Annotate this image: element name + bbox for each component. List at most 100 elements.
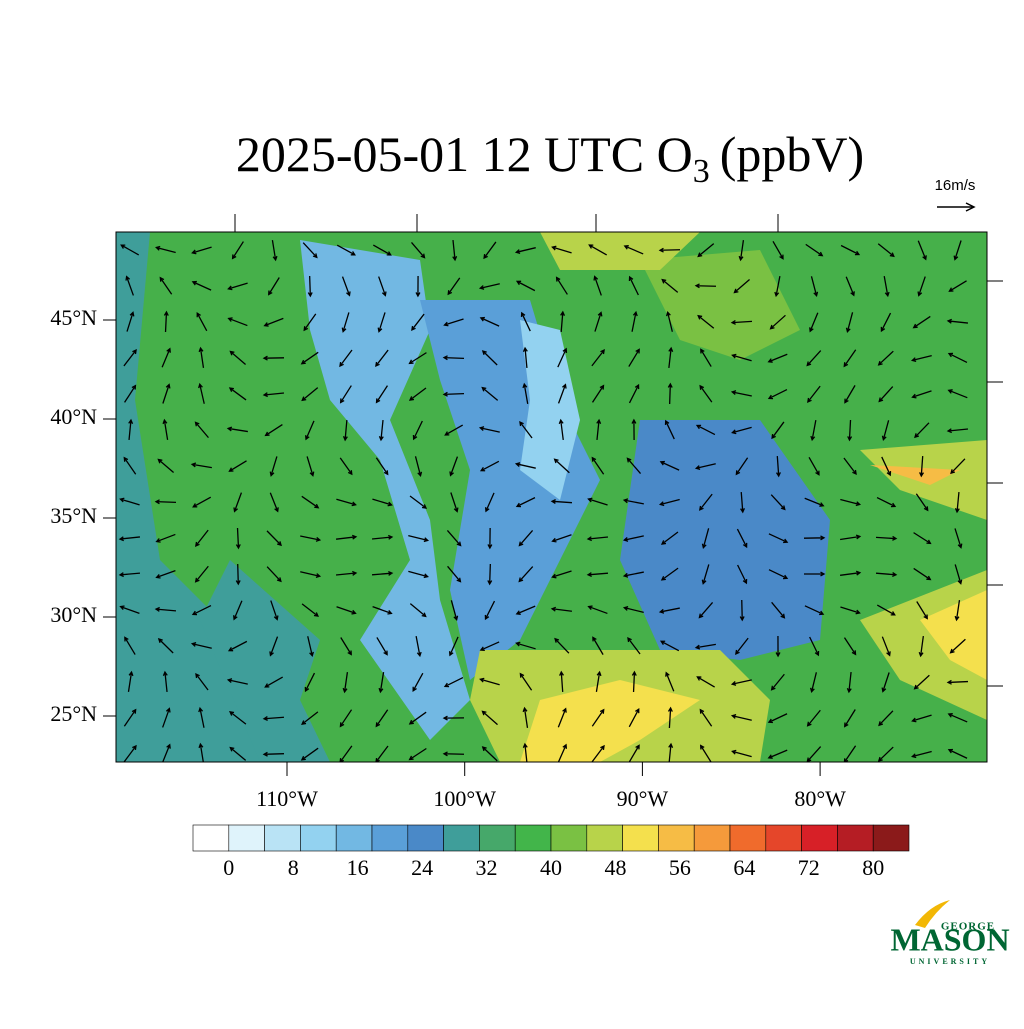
wind-arrow: [226, 426, 248, 433]
wind-arrow: [767, 388, 788, 400]
wind-arrow: [125, 275, 134, 296]
wind-arrow: [375, 709, 389, 728]
wind-arrow: [157, 638, 174, 654]
wind-arrow: [875, 535, 898, 541]
wind-arrow: [699, 744, 712, 762]
wind-arrow: [442, 391, 465, 397]
wind-arrow: [194, 565, 209, 583]
wind-arrow: [514, 247, 536, 254]
wind-arrow: [227, 317, 248, 327]
wind-arrow: [810, 276, 819, 297]
wind-arrow: [306, 456, 315, 477]
wind-arrow: [515, 280, 536, 292]
wind-arrow: [694, 283, 717, 289]
wind-arrow: [157, 458, 175, 474]
colorbar-box: [693, 824, 731, 852]
colorbar-box: [765, 824, 802, 852]
wind-arrow: [880, 312, 892, 333]
wind-arrow: [622, 535, 644, 542]
wind-arrow: [767, 353, 788, 363]
wind-arrow: [555, 276, 568, 295]
wind-arrow: [520, 311, 531, 332]
wind-arrow: [658, 498, 680, 507]
wind-arrow: [442, 751, 465, 757]
wind-arrow: [408, 747, 427, 761]
wind-arrow: [698, 493, 713, 511]
wind-arrow: [694, 463, 716, 470]
wind-arrow: [262, 392, 285, 398]
wind-arrow: [450, 492, 459, 513]
wind-arrow: [518, 566, 534, 583]
colorbar-box: [658, 824, 695, 852]
colorbar-box: [872, 824, 910, 852]
wind-arrow: [809, 672, 818, 694]
map-field: [116, 232, 987, 762]
wind-arrow: [804, 605, 825, 616]
wind-arrow: [953, 240, 962, 261]
wind-arrow: [408, 570, 429, 579]
wind-arrow: [730, 714, 752, 721]
wind-arrow: [226, 678, 248, 685]
wind-arrow: [198, 382, 205, 404]
wind-arrow: [123, 456, 137, 475]
wind-arrow: [913, 674, 930, 690]
wind-arrow: [769, 314, 786, 330]
wind-arrow: [414, 456, 423, 477]
wind-arrow: [696, 676, 715, 688]
wind-arrow: [954, 564, 963, 585]
colorbar-box: [801, 824, 838, 852]
wind-arrow: [118, 572, 141, 578]
logo: GEORGE MASON UNIVERSITY: [890, 900, 1010, 966]
wind-arrow: [408, 534, 430, 543]
wind-arrow: [194, 421, 209, 439]
wind-arrow: [519, 420, 533, 439]
wind-arrow: [487, 527, 493, 550]
wind-arrow: [514, 462, 536, 469]
wind-arrow: [558, 418, 564, 441]
wind-arrow: [300, 351, 319, 365]
wind-arrow: [809, 636, 820, 657]
colorbar-label: 64: [733, 855, 755, 880]
wind-arrow: [806, 709, 821, 727]
wind-arrow: [522, 346, 528, 369]
wind-arrow: [730, 390, 752, 397]
wind-arrow: [196, 312, 208, 332]
lon-label: 80°W: [794, 786, 846, 811]
wind-arrow: [198, 742, 204, 762]
wind-arrow: [120, 244, 140, 256]
wind-arrow: [155, 570, 176, 579]
wind-arrow: [733, 278, 750, 294]
wind-arrow: [918, 636, 924, 658]
wind-arrow: [596, 418, 602, 441]
wind-arrow: [767, 749, 788, 759]
wind-arrow: [307, 636, 314, 658]
colorbar-box: [335, 824, 373, 852]
colorbar-box: [371, 824, 409, 852]
colorbar-box: [407, 824, 444, 852]
wind-arrow: [591, 456, 605, 475]
wind-arrow: [911, 390, 932, 399]
wind-arrow: [631, 670, 637, 693]
frame-ticks: [234, 214, 1003, 687]
wind-arrow: [450, 600, 459, 621]
wind-arrow: [123, 744, 137, 762]
wind-arrow: [946, 318, 969, 324]
colorbar-box: [729, 824, 767, 852]
wind-arrow: [840, 570, 862, 576]
wind-arrow: [550, 499, 573, 505]
wind-arrow: [586, 572, 609, 578]
colorbar-box: [479, 824, 516, 852]
wind-arrow: [162, 743, 171, 762]
wind-arrow: [631, 310, 638, 332]
wind-arrow: [126, 311, 135, 332]
wind-arrow: [701, 528, 710, 549]
wind-arrow: [442, 715, 465, 721]
wind-arrow: [736, 528, 748, 549]
wind-arrow: [806, 746, 822, 762]
colorbar-label: 8: [288, 855, 299, 880]
wind-arrow: [300, 747, 319, 761]
wind-arrow: [659, 640, 680, 652]
wind-arrow: [444, 424, 464, 436]
wind-arrow: [699, 384, 713, 403]
colorbar-box: [443, 824, 480, 852]
